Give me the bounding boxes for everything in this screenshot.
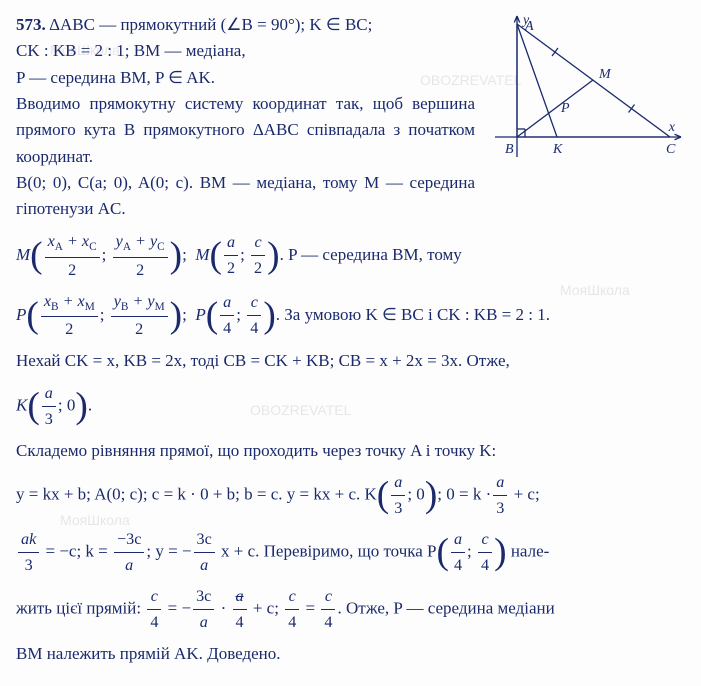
svg-text:B: B [505,142,514,157]
svg-text:M: M [598,67,612,82]
compose-line: Складемо рівняння прямої, що проходить ч… [16,438,685,464]
svg-text:C: C [666,142,676,157]
k-formula-line: K(a3; 0). [16,381,685,432]
given-triangle: ΔABC — прямокутний (∠B = 90°); K ∈ BC; [49,15,372,34]
given-p: P — середина BM, P ∈ AK. [16,68,215,87]
svg-text:A: A [524,19,534,34]
final-line: BM належить прямій AK. Доведено. [16,641,685,667]
line-eq: y = kx + b; A(0; c); c = k · 0 + b; b = … [16,470,685,521]
let-line: Нехай CK = x, KB = 2x, тоді CB = CK + KB… [16,348,685,374]
svg-text:K: K [552,142,563,157]
problem-number: 573. [16,15,46,34]
m-formula-line: M(xA + xC2; yA + yC2); M(a2; c2). P — се… [16,229,685,283]
svg-text:P: P [560,101,570,116]
belongs-line: жить цієї прямій: c4 = −3ca · a4 + c; c4… [16,584,685,635]
triangle-diagram: yxABCKMP [485,12,685,172]
coords-line: B(0; 0), C(a; 0), A(0; c). BM — медіана,… [16,173,475,218]
svg-text:x: x [668,120,676,135]
solve-k-line: ak3 = −c; k = −3ca; y = −3ca x + c. Пере… [16,527,685,578]
p-formula-line: P(xB + xM2; yB + yM2); P(a4; c4). За умо… [16,289,685,343]
given-ratio: CK : KB = 2 : 1; BM — медіана, [16,41,246,60]
intro-text: Вводимо прямокутну систему координат так… [16,94,475,166]
